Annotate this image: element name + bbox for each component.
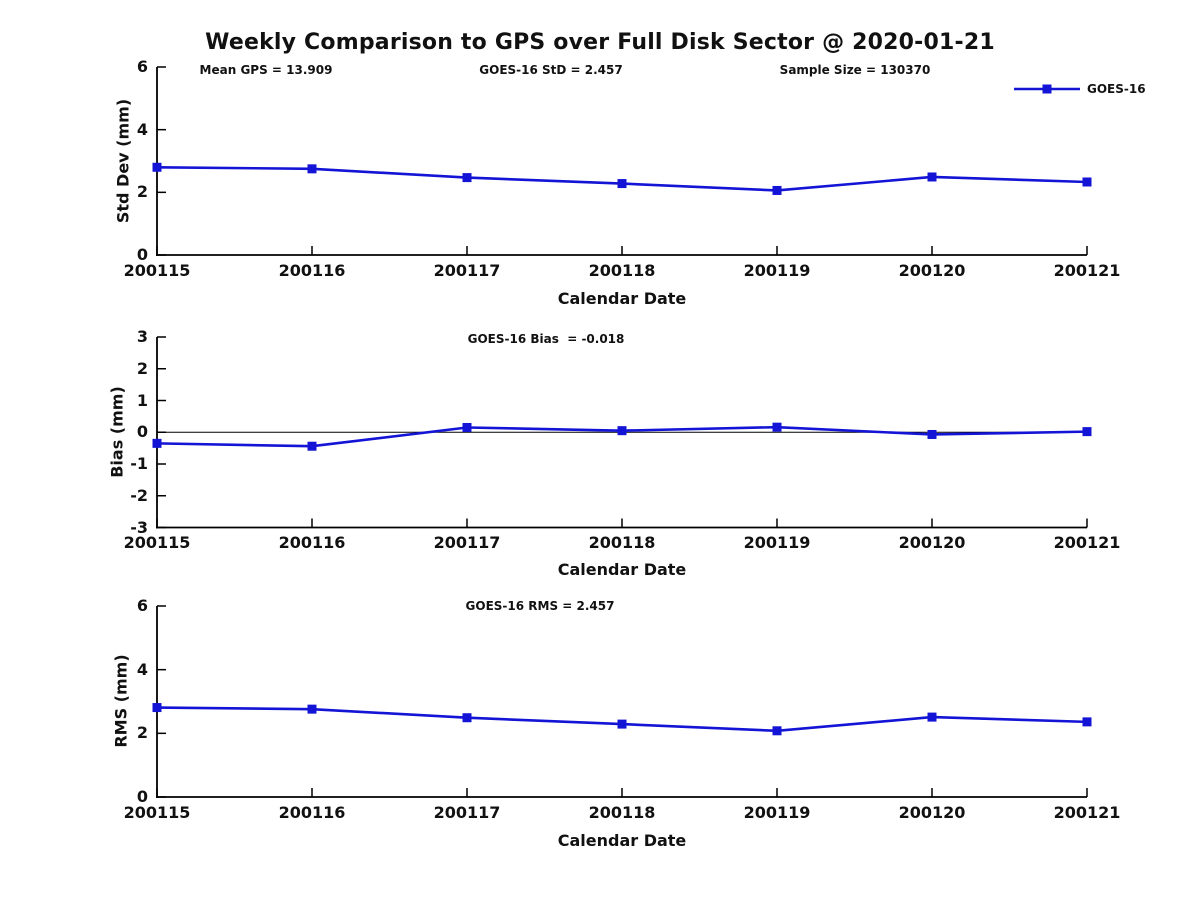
x-tick-label: 200115 bbox=[123, 803, 191, 822]
x-tick-label: 200118 bbox=[588, 533, 656, 552]
y-axis-label: Std Dev (mm) bbox=[113, 98, 133, 224]
x-tick-label: 200121 bbox=[1053, 803, 1121, 822]
y-tick-label: 0 bbox=[136, 422, 148, 442]
data-point-marker bbox=[772, 726, 782, 736]
data-point-marker bbox=[772, 185, 782, 195]
legend: GOES-16 bbox=[1013, 82, 1146, 96]
x-tick-label: 200119 bbox=[743, 533, 811, 552]
data-point-marker bbox=[617, 426, 627, 436]
data-point-marker bbox=[462, 422, 472, 432]
data-point-marker bbox=[1082, 177, 1092, 187]
y-tick-label: -3 bbox=[130, 517, 148, 537]
annotation-rms: GOES-16 RMS = 2.457 bbox=[465, 599, 615, 613]
legend-line-icon bbox=[1014, 84, 1080, 94]
x-axis-label: Calendar Date bbox=[557, 831, 687, 850]
x-tick-label: 200121 bbox=[1053, 533, 1121, 552]
data-point-marker bbox=[772, 422, 782, 432]
x-tick-label: 200117 bbox=[433, 533, 501, 552]
y-tick-label: -1 bbox=[130, 454, 148, 473]
y-tick-label: 3 bbox=[136, 327, 148, 346]
x-tick-label: 200118 bbox=[588, 261, 656, 280]
data-point-marker bbox=[617, 719, 627, 729]
data-point-marker bbox=[152, 162, 162, 172]
x-tick-label: 200115 bbox=[123, 533, 191, 552]
x-tick-label: 200117 bbox=[433, 803, 501, 822]
y-tick-label: 4 bbox=[136, 119, 148, 139]
y-tick-label: 0 bbox=[136, 787, 148, 806]
data-point-marker bbox=[462, 173, 472, 183]
x-tick-label: 200118 bbox=[588, 803, 656, 822]
y-tick-label: 6 bbox=[136, 57, 148, 76]
y-tick-label: 2 bbox=[136, 182, 148, 202]
x-tick-label: 200120 bbox=[898, 533, 966, 552]
data-point-marker bbox=[462, 713, 472, 723]
annotation-mean-gps: Mean GPS = 13.909 bbox=[199, 63, 333, 77]
x-tick-label: 200117 bbox=[433, 261, 501, 280]
y-tick-label: 2 bbox=[136, 723, 148, 743]
y-tick-label: 6 bbox=[136, 596, 148, 615]
annotation-std: GOES-16 StD = 2.457 bbox=[479, 63, 623, 77]
figure-title: Weekly Comparison to GPS over Full Disk … bbox=[205, 30, 995, 55]
y-tick-label: 4 bbox=[136, 659, 148, 679]
data-point-marker bbox=[152, 703, 162, 713]
y-tick-label: 1 bbox=[136, 390, 148, 410]
y-tick-label: 2 bbox=[136, 358, 148, 378]
data-point-marker bbox=[1082, 717, 1092, 727]
data-point-marker bbox=[927, 429, 937, 439]
data-point-marker bbox=[307, 441, 317, 451]
x-tick-label: 200120 bbox=[898, 261, 966, 280]
data-point-marker bbox=[152, 438, 162, 448]
data-point-marker bbox=[307, 164, 317, 174]
annotation-sample-size: Sample Size = 130370 bbox=[779, 63, 931, 77]
x-tick-label: 200119 bbox=[743, 261, 811, 280]
data-point-marker bbox=[927, 712, 937, 722]
x-tick-label: 200116 bbox=[278, 261, 346, 280]
legend-label: GOES-16 bbox=[1087, 82, 1146, 96]
x-tick-label: 200119 bbox=[743, 803, 811, 822]
x-axis-label: Calendar Date bbox=[557, 560, 687, 579]
data-point-marker bbox=[307, 704, 317, 714]
x-tick-label: 200115 bbox=[123, 261, 191, 280]
x-tick-label: 200116 bbox=[278, 533, 346, 552]
x-tick-label: 200120 bbox=[898, 803, 966, 822]
data-point-marker bbox=[927, 172, 937, 182]
data-point-marker bbox=[617, 179, 627, 189]
annotation-bias: GOES-16 Bias = -0.018 bbox=[467, 332, 625, 346]
x-axis-label: Calendar Date bbox=[557, 289, 687, 308]
y-tick-label: 0 bbox=[136, 245, 148, 264]
y-tick-label: -2 bbox=[130, 485, 148, 505]
x-tick-label: 200116 bbox=[278, 803, 346, 822]
data-point-marker bbox=[1082, 427, 1092, 437]
x-tick-label: 200121 bbox=[1053, 261, 1121, 280]
